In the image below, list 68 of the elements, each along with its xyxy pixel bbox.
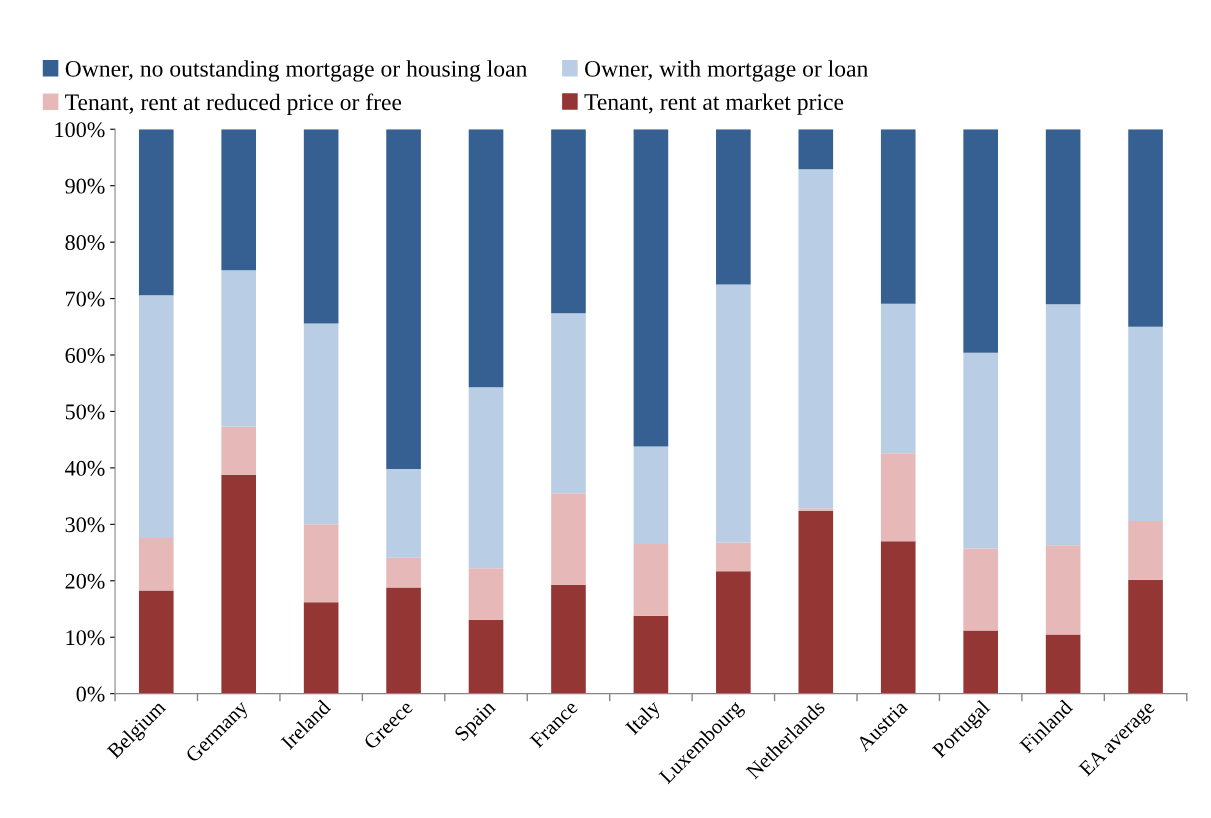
bar [303,129,339,324]
bar [798,508,834,511]
y-tick-label: 80% [65,235,105,251]
bar [716,284,751,543]
bar [1045,634,1081,694]
bar [963,129,998,353]
bar [798,169,834,509]
y-tick-label: 30% [65,517,105,533]
bar [880,453,916,542]
bar [221,426,257,475]
bar [880,303,916,454]
x-tick-label: Italy [624,698,665,739]
bar [138,295,174,538]
bar [1128,326,1163,521]
bar [798,129,834,170]
bar [716,542,751,572]
bar [138,537,174,591]
bar [551,584,586,694]
legend-label: Owner, with mortgage or loan [585,60,868,82]
bar [633,544,669,616]
bar [1045,304,1081,546]
y-tick-label: 100% [55,122,105,138]
y-tick-label: 0% [76,686,105,702]
bar [633,446,669,545]
bar [880,129,916,304]
bar [468,619,504,694]
y-tick-label: 90% [65,178,105,194]
y-tick-label: 20% [65,573,105,589]
bar [1045,129,1081,305]
bar [221,474,257,694]
y-tick-label: 40% [65,460,105,476]
y-tick-label: 50% [65,404,105,420]
bar [303,524,339,603]
bar [880,541,916,694]
bar [386,469,421,558]
legend-label: Owner, no outstanding mortgage or housing loan [65,60,528,82]
bar [963,630,998,694]
bar [716,129,751,285]
bar [303,323,339,525]
bar [1128,520,1163,580]
bar [468,387,504,569]
y-tick-label: 60% [65,347,105,364]
bar [963,548,998,631]
bar [138,129,174,296]
bar [1128,579,1163,694]
legend-label: Tenant, rent at reduced price or free [65,93,402,116]
bar [386,557,421,588]
bar [303,602,339,694]
bar [716,571,751,694]
bar [221,129,257,271]
bar [1128,129,1163,327]
bar [221,270,257,427]
bar [551,493,586,585]
bar [798,510,834,694]
bar [963,352,998,549]
bar [138,590,174,694]
bar [551,129,586,314]
bar [468,129,504,388]
bar [386,129,421,470]
y-tick-label: 10% [66,630,105,646]
bar [633,129,669,447]
bar [1045,545,1081,635]
y-tick-label: 70% [66,291,105,307]
bar [386,587,421,694]
legend-label: Tenant, rent at market price [584,93,844,115]
bar [633,615,669,694]
bar [551,313,586,494]
bar [468,568,504,620]
